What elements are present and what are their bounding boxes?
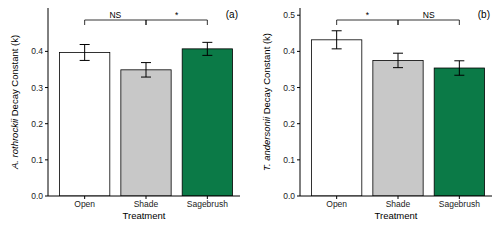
bar xyxy=(182,49,232,196)
y-tick xyxy=(297,87,300,88)
x-axis-label: Treatment xyxy=(375,210,418,221)
significance-label: * xyxy=(175,10,179,20)
y-tick-label: 0.2 xyxy=(283,119,295,129)
significance-bracket xyxy=(85,20,146,25)
figure: 0.0 0.1 0.2 0.3 0.4 Open Shade Sagebrush Treatme… xyxy=(0,0,500,226)
error-cap xyxy=(393,67,403,68)
error-stem xyxy=(207,42,208,55)
x-tick-label: Shade xyxy=(134,199,159,209)
error-stem xyxy=(398,53,399,67)
significance-label: * xyxy=(366,10,370,20)
error-cap xyxy=(202,55,212,56)
error-stem xyxy=(84,45,85,61)
y-label-part: (k) xyxy=(261,33,272,47)
y-label-part: Constant xyxy=(9,48,20,89)
error-cap xyxy=(80,44,90,45)
error-cap xyxy=(80,60,90,61)
error-bar xyxy=(332,31,342,49)
panel-label: (b) xyxy=(478,9,490,20)
significance-label: NS xyxy=(423,10,435,20)
y-tick xyxy=(297,123,300,124)
y-label-part: Decay xyxy=(9,89,20,119)
bar xyxy=(434,68,484,196)
y-axis xyxy=(48,8,49,196)
error-bar xyxy=(454,61,464,75)
error-bar xyxy=(141,63,151,77)
significance-bracket xyxy=(398,20,459,25)
x-tick-label: Open xyxy=(326,199,347,209)
y-tick-label: 0.5 xyxy=(283,10,295,20)
bar xyxy=(373,60,423,196)
significance-bracket xyxy=(146,20,207,25)
error-stem xyxy=(459,61,460,75)
error-bar xyxy=(393,53,403,67)
x-tick-label: Shade xyxy=(386,199,411,209)
x-tick-label: Sagebrush xyxy=(439,199,480,209)
x-tick-label: Open xyxy=(74,199,95,209)
y-label-part: Decay xyxy=(261,87,272,117)
y-tick-label: 0.0 xyxy=(283,191,295,201)
y-label-part: T. xyxy=(261,163,272,171)
y-axis xyxy=(300,8,301,196)
error-cap xyxy=(454,75,464,76)
x-axis xyxy=(48,196,240,197)
significance-bracket xyxy=(337,20,398,25)
error-stem xyxy=(146,63,147,77)
y-tick xyxy=(45,87,48,88)
y-tick-label: 0.3 xyxy=(283,83,295,93)
y-label-part: rothrockii xyxy=(9,118,20,160)
y-tick xyxy=(297,159,300,160)
significance-label: NS xyxy=(109,10,121,20)
y-label-part: andersonii xyxy=(261,116,272,163)
bar xyxy=(60,52,110,196)
marks xyxy=(60,42,233,196)
y-tick xyxy=(45,159,48,160)
y-tick-label: 0.3 xyxy=(31,83,43,93)
x-axis xyxy=(300,196,492,197)
error-cap xyxy=(393,53,403,54)
y-tick-label: 0.2 xyxy=(31,119,43,129)
y-label-part: (k) xyxy=(9,35,20,49)
y-tick-label: 0.4 xyxy=(31,46,43,56)
marks xyxy=(312,31,485,196)
bar xyxy=(121,70,171,196)
y-tick xyxy=(297,51,300,52)
error-bar xyxy=(80,45,90,61)
x-tick-label: Sagebrush xyxy=(187,199,228,209)
y-tick-label: 0.1 xyxy=(283,155,295,165)
panel: 0.0 0.1 0.2 0.3 0.4 0.5 Open Shade Sagebrush Trea… xyxy=(261,8,492,221)
y-label-part: A. xyxy=(9,160,20,170)
y-axis-label: T. andersonii Decay Constant (k) xyxy=(261,33,272,171)
y-axis-label: A. rothrockii Decay Constant (k) xyxy=(9,35,20,170)
y-tick xyxy=(297,15,300,16)
y-tick xyxy=(45,196,48,197)
y-tick xyxy=(45,51,48,52)
y-tick-label: 0.4 xyxy=(283,46,295,56)
y-label-part: Constant xyxy=(261,46,272,87)
y-tick-label: 0.0 xyxy=(31,191,43,201)
error-cap xyxy=(454,60,464,61)
y-tick xyxy=(45,123,48,124)
error-bar xyxy=(202,42,212,55)
bar xyxy=(312,40,362,196)
panel: 0.0 0.1 0.2 0.3 0.4 Open Shade Sagebrush Treatme… xyxy=(9,8,240,221)
error-cap xyxy=(332,48,342,49)
y-tick xyxy=(297,196,300,197)
x-axis-label: Treatment xyxy=(123,210,166,221)
y-tick-label: 0.1 xyxy=(31,155,43,165)
error-cap xyxy=(141,62,151,63)
error-stem xyxy=(336,31,337,49)
error-cap xyxy=(332,30,342,31)
error-cap xyxy=(141,77,151,78)
error-cap xyxy=(202,42,212,43)
panel-label: (a) xyxy=(226,9,238,20)
